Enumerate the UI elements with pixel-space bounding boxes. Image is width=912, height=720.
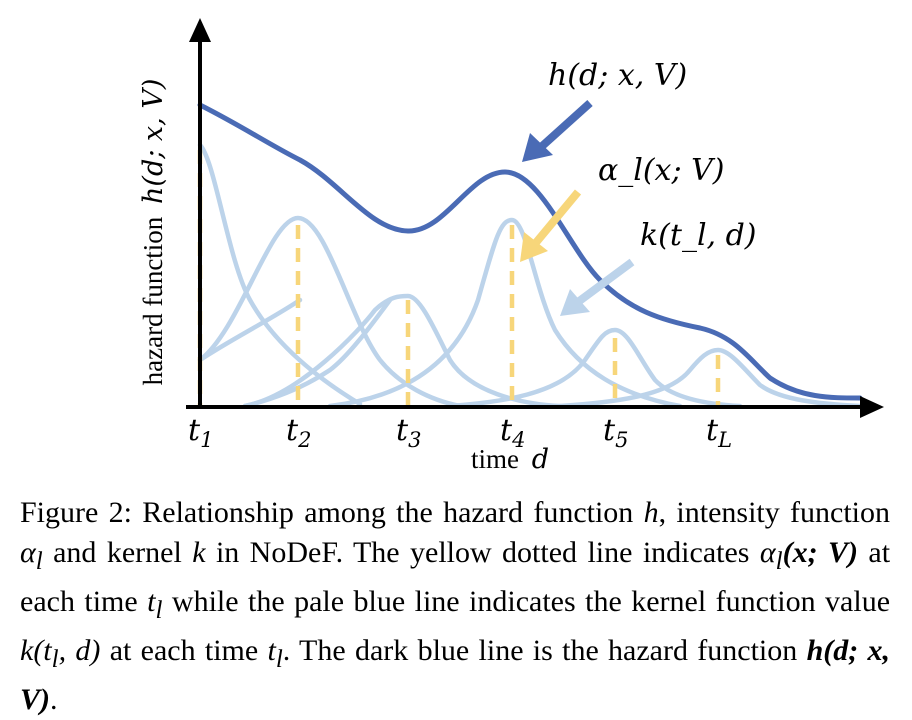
caption-sym-t-2: tl (267, 634, 283, 673)
kernel-curve-t5 (447, 327, 743, 409)
y-axis-title: hazard function (138, 216, 168, 385)
caption-sym-alpha: αl (20, 536, 43, 575)
intensity-arrow-line (530, 189, 582, 248)
kernel-curves (197, 142, 863, 409)
hazard-arrow-head-icon (522, 133, 553, 162)
tick-label-1: t1 (188, 413, 213, 452)
intensity-label: α_l(x; V) (598, 153, 725, 188)
annotation-arrows (520, 100, 635, 316)
x-axis-title-group: time d (471, 444, 549, 470)
kernel-curve-tl (557, 347, 863, 409)
caption-sym-k: k (192, 536, 206, 569)
caption-end: . (50, 683, 58, 716)
caption-figure-label: Figure 2: (20, 496, 132, 529)
kernel-curve-t1 (197, 142, 363, 407)
caption-text-2: , intensity function (658, 496, 891, 529)
kernel-arrow-line (575, 258, 635, 306)
x-axis-ticks: t1 t2 t3 t4 t5 tL (188, 413, 732, 452)
intensity-arrow-head-icon (520, 232, 548, 262)
caption-sym-t: tl (147, 585, 163, 624)
caption-text-1: Relationship among the hazard function (142, 496, 634, 529)
svg-text:hazard function h(d; x,: hazard function h(d; x, V) (138, 79, 169, 386)
y-axis-title-group: hazard function h(d; x, V) (138, 79, 169, 386)
caption-text-4: in NoDeF. The yellow dotted line indicat… (215, 536, 750, 569)
figure-caption: Figure 2: Relationship among the hazard … (20, 493, 890, 720)
x-axis-title-math: d (532, 444, 549, 470)
tick-label-l: tL (706, 413, 732, 452)
y-axis-title-math: h(d; x, V) (138, 79, 169, 204)
caption-sym-kernel: k(tl, d) (20, 634, 101, 673)
tick-label-4: t4 (500, 413, 525, 452)
x-axis-arrow-icon (860, 396, 884, 418)
tick-label-2: t2 (286, 413, 311, 452)
hazard-arrow-line (537, 100, 593, 151)
hazard-diagram: h(d; x, V) α_l(x; V) k(t_l, d) hazard fu… (138, 18, 884, 470)
caption-sym-h: h (643, 496, 659, 529)
kernel-label: k(t_l, d) (640, 218, 757, 253)
x-axis-title: time (471, 444, 519, 470)
kernel-curve-t3 (242, 293, 563, 409)
tick-label-3: t3 (396, 413, 421, 452)
intensity-lines (197, 150, 721, 405)
kernel-curve-t4 (327, 217, 683, 409)
caption-text-8: . The dark blue line is the hazard funct… (282, 634, 798, 667)
y-axis-arrow-icon (189, 18, 211, 42)
kernel-curve-t1-left (197, 297, 303, 363)
caption-text-7: at each time (109, 634, 259, 667)
caption-text-3: and kernel (53, 536, 182, 569)
axes (186, 18, 884, 418)
caption-text-5: at each time (20, 536, 891, 618)
tick-label-5: t5 (603, 413, 628, 452)
caption-text-6: while the pale blue line indicates the k… (171, 585, 891, 618)
kernel-arrow-head-icon (560, 289, 590, 316)
hazard-curve (197, 102, 863, 401)
hazard-label: h(d; x, V) (548, 58, 687, 93)
caption-sym-alpha-full: αl(x; V) (759, 536, 858, 575)
